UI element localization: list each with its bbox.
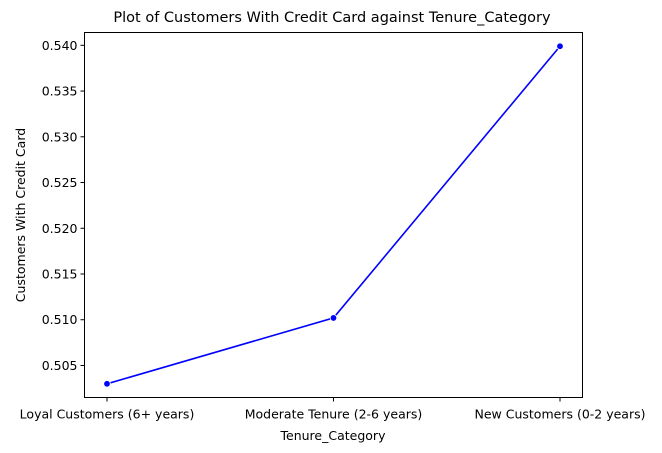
data-point	[329, 314, 338, 322]
y-tick-label: 0.505	[42, 358, 78, 373]
data-point	[556, 42, 564, 50]
plot-area-frame	[84, 32, 583, 398]
y-tick-label: 0.525	[42, 175, 78, 190]
y-tick-label: 0.510	[42, 312, 78, 327]
y-axis: 0.505 0.510 0.515 0.520 0.525 0.530 0.535 0.540	[42, 38, 85, 373]
chart-title: Plot of Customers With Credit Card again…	[113, 10, 551, 26]
y-tick-label: 0.520	[42, 221, 78, 236]
x-axis: Loyal Customers (6+ years) Moderate Tenur…	[20, 397, 646, 422]
x-tick-label: Moderate Tenure (2-6 years)	[245, 407, 423, 422]
y-axis-label: Customers With Credit Card	[13, 128, 28, 302]
series-line	[106, 45, 561, 385]
data-point	[103, 380, 111, 388]
y-tick-label: 0.535	[42, 84, 78, 99]
series-layer	[103, 42, 564, 388]
x-tick-label: Loyal Customers (6+ years)	[20, 407, 195, 422]
y-tick-label: 0.530	[42, 129, 78, 144]
x-tick-label: New Customers (0-2 years)	[475, 407, 646, 422]
y-tick-label: 0.540	[42, 38, 78, 53]
y-tick-label: 0.515	[42, 267, 78, 282]
x-axis-label: Tenure_Category	[280, 428, 387, 443]
